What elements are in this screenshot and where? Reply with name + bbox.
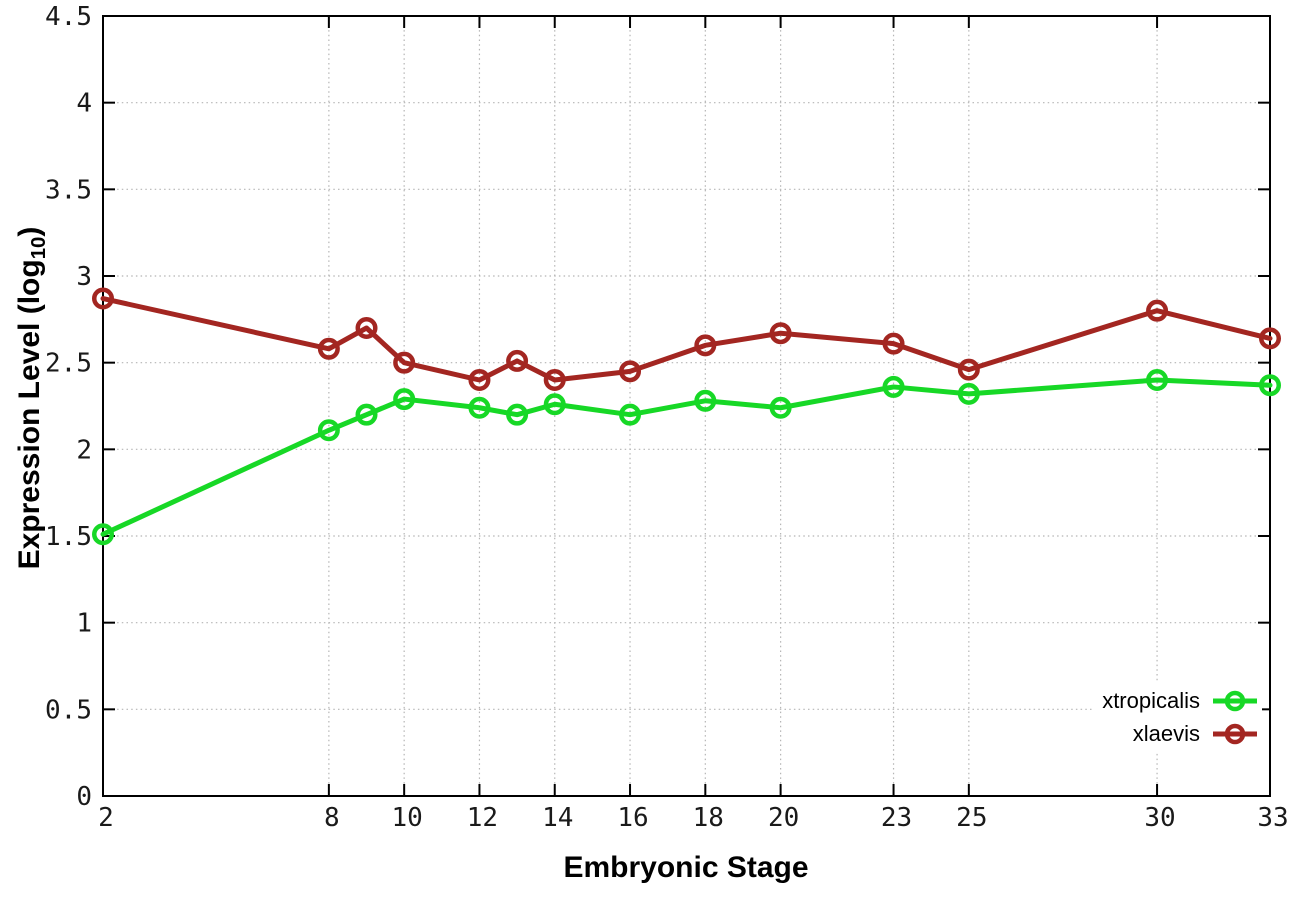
x-tick-label: 18	[693, 803, 724, 833]
series-xtropicalis	[92, 369, 1281, 546]
data-point-marker	[506, 403, 529, 426]
data-point-marker	[1259, 374, 1281, 397]
data-point-marker	[957, 382, 980, 405]
data-point-marker	[468, 369, 491, 391]
data-point-marker	[619, 360, 642, 383]
data-point-marker	[92, 287, 114, 310]
data-point-marker	[1146, 299, 1169, 322]
legend-label: xtropicalis	[1102, 687, 1200, 713]
x-tick-label: 12	[467, 803, 498, 833]
y-tick-label: 0	[76, 782, 92, 812]
data-point-marker	[317, 337, 340, 360]
data-point-marker	[393, 388, 416, 411]
y-axis-title-subscript: 10	[27, 236, 50, 260]
x-tick-label: 25	[956, 803, 987, 833]
data-point-marker	[882, 332, 905, 355]
series-xlaevis	[92, 287, 1281, 391]
legend-marker-icon	[1213, 723, 1257, 744]
data-point-marker	[769, 396, 792, 419]
series-line	[100, 377, 1273, 537]
data-point-marker	[619, 403, 642, 426]
data-point-marker	[957, 358, 980, 381]
x-tick-label: 10	[392, 803, 423, 833]
y-tick-label: 4.5	[45, 2, 92, 32]
data-point-marker	[769, 322, 792, 345]
plot-border	[102, 15, 1271, 797]
x-tick-label: 14	[542, 803, 573, 833]
y-tick-label: 2	[76, 435, 92, 465]
x-tick-label: 20	[768, 803, 799, 833]
data-point-marker	[543, 369, 566, 391]
legend-entry-xtropicalis: xtropicalis	[1102, 684, 1258, 717]
y-tick-label: 3.5	[45, 175, 92, 205]
series-line	[100, 296, 1273, 383]
y-tick-label: 4	[76, 89, 92, 119]
x-tick-label: 33	[1257, 803, 1288, 833]
x-tick-label: 8	[324, 803, 340, 833]
data-point-marker	[694, 389, 717, 412]
x-axis-title: Embryonic Stage	[563, 851, 809, 884]
gridlines	[103, 16, 1270, 796]
data-point-marker	[393, 351, 416, 374]
y-tick-label: 1.5	[45, 522, 92, 552]
data-point-marker	[694, 334, 717, 357]
y-tick-label: 0.5	[45, 695, 92, 725]
x-tick-label: 2	[98, 803, 114, 833]
legend-marker-icon	[1213, 690, 1257, 711]
x-tick-label: 23	[881, 803, 912, 833]
y-tick-label: 1	[76, 609, 92, 639]
legend: xtropicalis xlaevis	[1092, 682, 1262, 752]
data-point-marker	[543, 393, 566, 416]
data-point-marker	[1259, 327, 1281, 350]
data-point-marker	[355, 317, 378, 339]
data-point-marker	[92, 523, 114, 546]
data-point-marker	[468, 396, 491, 419]
y-tick-label: 3	[76, 262, 92, 292]
data-point-marker	[317, 419, 340, 442]
data-point-marker	[355, 403, 378, 426]
y-axis-title: Expression Level (log10)	[13, 226, 50, 570]
x-tick-label: 16	[617, 803, 648, 833]
y-tick-label: 2.5	[45, 349, 92, 379]
data-point-marker	[1146, 369, 1169, 391]
legend-entry-xlaevis: xlaevis	[1102, 717, 1258, 750]
x-tick-label: 30	[1144, 803, 1175, 833]
data-point-marker	[882, 375, 905, 398]
data-point-marker	[506, 349, 529, 372]
legend-label: xlaevis	[1132, 720, 1200, 746]
axis-ticks: 2 8 10 12 14 16 18 20 23 25 30 33 0 0.5 1 1.5 2 2.5 3 3.5 4 4…	[45, 2, 1289, 833]
